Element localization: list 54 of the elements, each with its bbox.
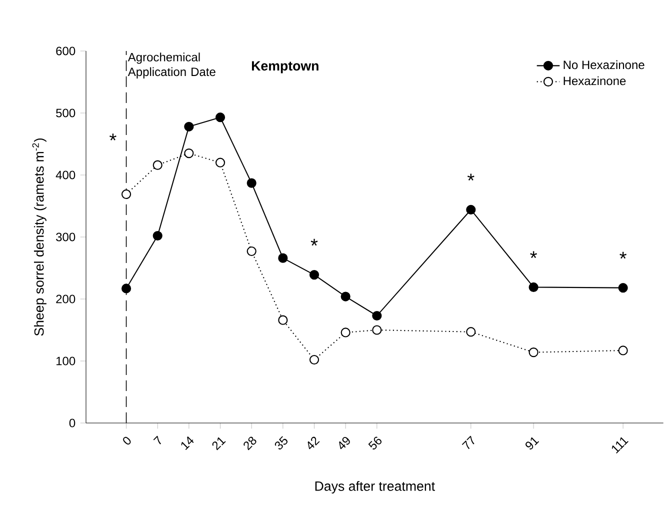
- annotation: *: [530, 251, 537, 258]
- x-tick-label: 77: [462, 436, 474, 450]
- point: [152, 230, 162, 241]
- point: [121, 284, 132, 294]
- x-tick-label: 0: [123, 436, 131, 445]
- x-tick-label: 35: [274, 436, 288, 450]
- legend-label: Hexazinone: [564, 76, 626, 86]
- x-tick-label: 56: [368, 436, 382, 450]
- x-axis-title: Days after treatment: [315, 481, 435, 494]
- point: [309, 354, 320, 365]
- point: [278, 315, 288, 325]
- y-tick-label: 100: [56, 356, 76, 366]
- text: Kemptown: [252, 61, 318, 74]
- point: [215, 158, 226, 168]
- annotation: *: [310, 238, 318, 246]
- point: [372, 325, 382, 335]
- y-tick-label: 500: [56, 108, 76, 118]
- point: [184, 122, 194, 132]
- point: [340, 328, 350, 338]
- x-tick-label: 7: [153, 436, 162, 444]
- point: [246, 178, 256, 188]
- x-tick-label: 111: [612, 437, 628, 454]
- point: [215, 112, 226, 122]
- point: [528, 348, 538, 358]
- point: [184, 148, 194, 158]
- point: [618, 346, 628, 356]
- x-tick-label: 42: [308, 436, 320, 450]
- annotation: *: [467, 174, 474, 181]
- legend-label: No Hexazinone: [564, 60, 644, 70]
- y-tick-label: 600: [56, 46, 76, 56]
- x-tick-label: 49: [339, 436, 350, 450]
- point: [278, 253, 288, 263]
- y-tick-label: 300: [56, 232, 76, 242]
- x-tick-label: 28: [244, 436, 256, 450]
- x-tick-label: 91: [526, 437, 540, 450]
- point: [466, 204, 476, 215]
- ref-line-label: Agrochemical Application Date: [128, 52, 216, 78]
- point: [340, 292, 350, 302]
- point: [121, 189, 132, 200]
- point: [372, 310, 382, 321]
- annotation: *: [620, 252, 626, 259]
- y-tick-label: 0: [69, 418, 76, 428]
- y-tick-label: 400: [56, 170, 76, 180]
- point: [618, 283, 628, 293]
- point: [152, 160, 162, 170]
- annotation: *: [110, 134, 116, 140]
- point: [466, 327, 476, 337]
- x-tick-label: 21: [212, 437, 226, 450]
- x-tick-label: 14: [181, 436, 194, 450]
- point: [309, 270, 320, 280]
- y-axis-title: Sheep sorrel density (ramets m$^{-2}$): [32, 138, 46, 336]
- y-tick-label: 200: [56, 294, 76, 304]
- point: [246, 246, 256, 256]
- point: [528, 282, 538, 292]
